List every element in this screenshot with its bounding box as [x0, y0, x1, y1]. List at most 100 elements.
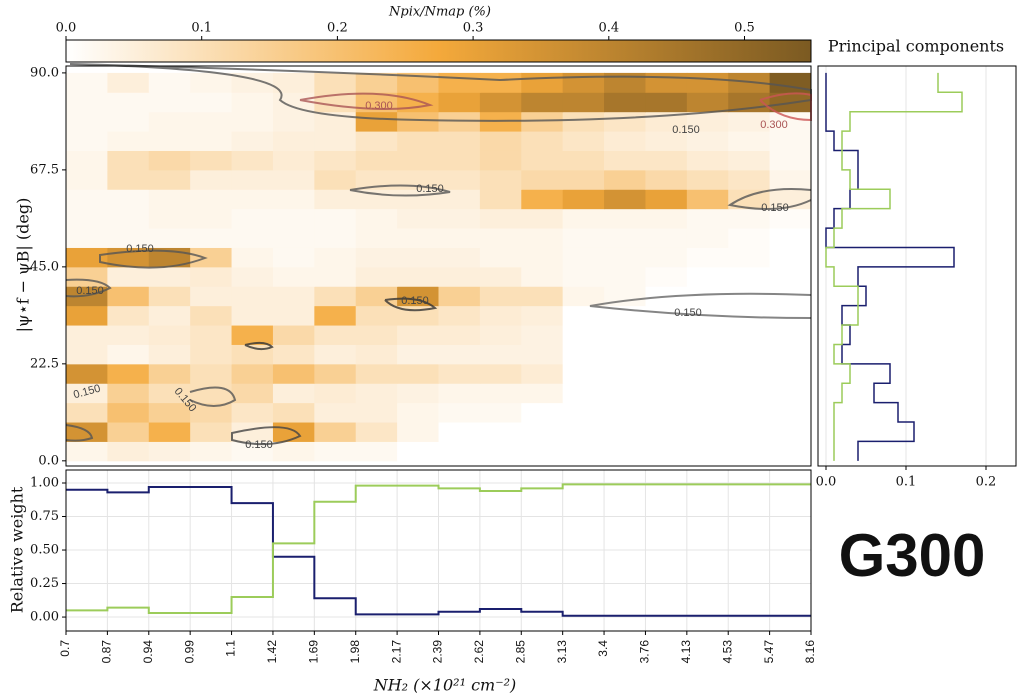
contour	[189, 386, 237, 407]
heatmap-cell	[521, 169, 564, 190]
heatmap-cell	[397, 208, 439, 229]
contour-label: 0.150	[76, 285, 104, 297]
heatmap-cell	[397, 363, 439, 384]
heatmap-cell	[397, 266, 439, 287]
heatmap-cell	[728, 189, 771, 210]
heatmap-cell	[728, 111, 771, 132]
heatmap-cell	[769, 247, 812, 268]
heatmap-cell	[231, 72, 274, 93]
heatmap-cell	[314, 228, 357, 248]
heatmap-cell	[397, 131, 439, 151]
heatmap-cell	[604, 441, 646, 462]
heatmap-cell	[272, 92, 315, 113]
heatmap-cell	[66, 111, 108, 132]
heatmap-cell	[314, 383, 357, 404]
heatmap-cell	[314, 72, 357, 93]
heatmap-cell	[355, 422, 398, 442]
heatmap-cell	[66, 150, 108, 171]
heatmap-cell	[645, 150, 688, 171]
heatmap-cell	[107, 72, 150, 93]
y-tick-label: 1.00	[30, 476, 59, 491]
heatmap-cell	[728, 72, 771, 93]
heatmap-cell	[66, 169, 108, 190]
heatmap-cell	[107, 422, 150, 442]
heatmap-cell	[231, 169, 274, 190]
heatmap-cell	[272, 208, 315, 229]
heatmap-cell	[355, 208, 398, 229]
heatmap-cell	[479, 363, 522, 384]
heatmap-cell	[272, 247, 315, 268]
y-tick-label: 0.0	[38, 453, 59, 468]
plot-frame	[65, 65, 812, 467]
heatmap-cell	[769, 150, 812, 171]
heatmap-cell	[521, 111, 564, 132]
heatmap-cell	[397, 422, 439, 442]
heatmap-cell	[66, 441, 108, 462]
heatmap-cell	[479, 150, 522, 171]
heatmap-cell	[314, 150, 357, 171]
heatmap-cell	[148, 383, 191, 404]
heatmap-cell	[769, 363, 812, 384]
heatmap-cell	[231, 383, 274, 404]
heatmap-cell	[645, 72, 688, 93]
heatmap-cell	[107, 169, 150, 190]
plot-frame	[65, 469, 812, 632]
histogram-step	[825, 72, 963, 461]
y-tick-label: 0.25	[30, 576, 59, 591]
heatmap-cell	[686, 383, 729, 404]
heatmap-cell	[355, 286, 398, 307]
heatmap-cell	[438, 363, 481, 384]
heatmap-cell	[438, 150, 481, 171]
heatmap-cell	[438, 344, 481, 365]
contour	[65, 278, 112, 298]
y-tick-label: 90.0	[30, 65, 59, 80]
heatmap-cell	[107, 208, 150, 229]
x-tick-label: 2.85	[513, 640, 527, 664]
heatmap-cell	[148, 441, 191, 462]
heatmap-cell	[604, 402, 646, 423]
heatmap-cell	[314, 208, 357, 229]
heatmap-cell	[645, 247, 688, 268]
heatmap-cell	[148, 422, 191, 442]
heatmap-cell	[314, 344, 357, 365]
heatmap-cell	[355, 72, 398, 93]
heatmap-cell	[190, 92, 233, 113]
heatmap-cell	[397, 111, 439, 132]
heatmap-cell	[438, 383, 481, 404]
heatmap-cell	[272, 286, 315, 307]
y-tick-label: 0.50	[30, 543, 59, 558]
contour-label: 0.300	[760, 119, 788, 131]
heatmap-cell	[148, 92, 191, 113]
x-tick-label: 3.4	[596, 640, 610, 657]
heatmap-cell	[314, 131, 357, 151]
heatmap-cell	[355, 92, 398, 113]
heatmap-cell	[479, 131, 522, 151]
heatmap-cell	[272, 266, 315, 287]
heatmap-cell	[479, 72, 522, 93]
heatmap-cell	[438, 189, 481, 210]
heatmap-cell	[66, 131, 108, 151]
heatmap-cell	[479, 402, 522, 423]
heatmap-cell	[769, 208, 812, 229]
heatmap-cell	[562, 131, 605, 151]
heatmap-cell	[728, 208, 771, 229]
heatmap-cell	[272, 111, 315, 132]
heatmap-cell	[107, 150, 150, 171]
contour-label: 0.150	[416, 183, 444, 195]
heatmap-cell	[272, 228, 315, 248]
heatmap-cell	[314, 247, 357, 268]
heatmap-cell	[355, 325, 398, 345]
heatmap-cell	[272, 169, 315, 190]
heatmap-cell	[190, 305, 233, 326]
heatmap-cell	[521, 363, 564, 384]
heatmap-cell	[686, 131, 729, 151]
heatmap-cell	[562, 363, 605, 384]
heatmap-cell	[769, 344, 812, 365]
plot-frame	[817, 65, 1017, 467]
heatmap-cell	[272, 344, 315, 365]
x-tick-label: 2.17	[389, 640, 403, 664]
heatmap-cell	[728, 169, 771, 190]
heatmap-cell	[686, 150, 729, 171]
heatmap-cell	[148, 111, 191, 132]
